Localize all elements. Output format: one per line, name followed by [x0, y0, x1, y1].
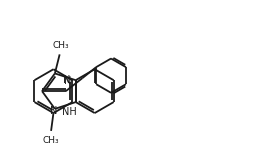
Text: CH₃: CH₃	[53, 41, 69, 50]
Text: N: N	[64, 76, 72, 86]
Text: N: N	[50, 106, 58, 116]
Text: N: N	[64, 75, 71, 85]
Text: CH₃: CH₃	[43, 136, 59, 145]
Text: NH: NH	[62, 107, 76, 117]
